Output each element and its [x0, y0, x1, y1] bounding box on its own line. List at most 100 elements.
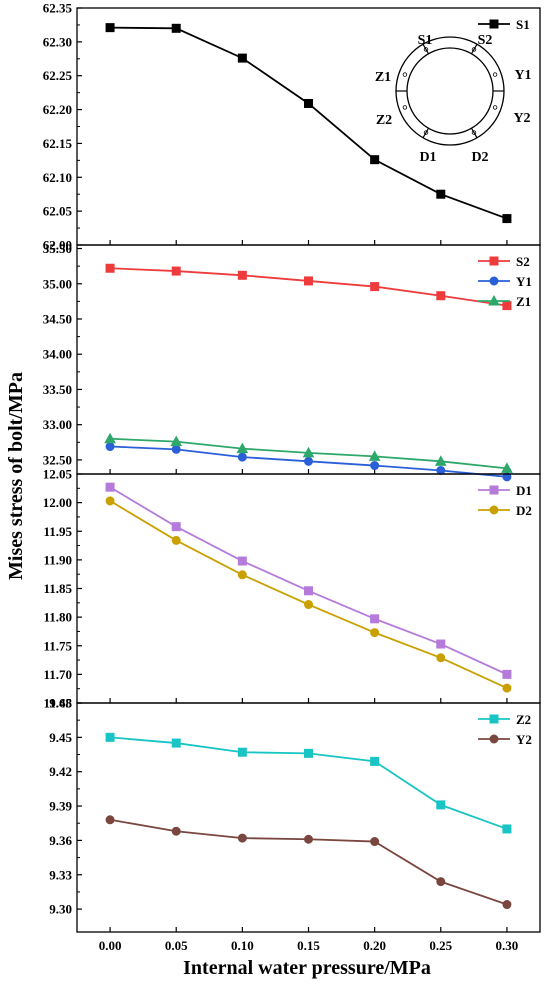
series-line-S1: [110, 26, 508, 220]
y-tick-label: 11.95: [43, 524, 72, 539]
y-tick-label: 11.75: [43, 638, 72, 653]
data-point-S1: [237, 53, 247, 63]
ring-joint: [470, 127, 478, 139]
y-tick-label: 11.70: [43, 667, 72, 682]
y-tick-label: 62.10: [43, 170, 72, 185]
data-point-S1: [370, 155, 380, 165]
y-tick-label: 9.33: [49, 867, 72, 882]
data-point-D1: [304, 586, 313, 596]
data-point-S1: [304, 98, 313, 108]
data-point-Z1: [434, 455, 447, 466]
data-point-Z2: [436, 800, 446, 810]
ring-joint: [470, 43, 478, 55]
data-point-Z1: [501, 462, 513, 473]
inset-ring-diagram: S1 S2 Z1 Y1 Z2 Y2 D1 D2: [375, 33, 532, 165]
inset-label-Z1: Z1: [375, 70, 391, 85]
ring-joint: [422, 43, 430, 55]
legend-label-S1: S1: [516, 17, 530, 32]
bolt-hole: [423, 130, 429, 135]
legend-label-Z2: Z2: [516, 712, 531, 727]
x-tick-label: 0.20: [363, 938, 386, 953]
data-point-S2: [502, 301, 512, 311]
bolt-hole: [492, 105, 498, 110]
y-tick-label: 9.42: [49, 764, 72, 779]
inset-label-Y2: Y2: [513, 111, 530, 126]
legend-label-S2: S2: [516, 254, 530, 269]
data-point-Y2: [105, 815, 115, 825]
data-point-D1: [436, 639, 446, 649]
y-tick-label: 9.45: [49, 730, 72, 745]
bolt-hole: [402, 105, 408, 110]
bolt-hole: [402, 72, 408, 77]
data-point-Z2: [304, 748, 313, 758]
bolt-hole: [471, 47, 477, 52]
ring-inner: [406, 47, 494, 135]
data-point-Y2: [171, 826, 181, 836]
data-point-Z2: [370, 756, 380, 766]
legend-marker-Z1: [488, 294, 500, 306]
y-tick-label: 12.00: [43, 495, 72, 510]
data-point-Y2: [502, 900, 512, 910]
inset-label-Y1: Y1: [514, 68, 531, 83]
legend-marker-S1: [489, 19, 499, 29]
legend-marker-Y2: [489, 734, 499, 744]
y-tick-label: 35.00: [43, 276, 72, 291]
y-tick-label: 12.05: [43, 467, 73, 482]
inset-label-D2: D2: [471, 150, 488, 165]
y-tick-label: 11.90: [43, 552, 72, 567]
data-point-S2: [171, 266, 181, 276]
data-point-Z2: [502, 824, 512, 834]
data-point-S2: [105, 263, 115, 273]
panel-4: 9.30 9.33 9.36 9.39 9.42 9.45 9.48 Z2 Y2: [49, 696, 541, 933]
data-point-Z1: [104, 432, 116, 444]
legend-label-Y1: Y1: [516, 274, 532, 289]
data-point-D1: [502, 669, 512, 679]
data-point-D1: [370, 614, 380, 624]
y-tick-label: 35.50: [43, 241, 72, 256]
data-point-Y1: [105, 442, 115, 452]
panel-frame: [76, 702, 541, 933]
y-tick-label: 9.39: [49, 799, 72, 814]
y-tick-label: 34.00: [43, 347, 72, 362]
y-tick-label: 62.35: [43, 1, 73, 16]
data-point-S2: [237, 270, 247, 280]
x-axis-title: Internal water pressure/MPa: [183, 957, 431, 979]
data-point-S1: [171, 23, 181, 33]
x-tick-label: 0.05: [165, 938, 188, 953]
data-point-Z1: [170, 435, 183, 447]
panel-3: 11.65 11.70 11.75 11.80 11.85 11.90 11.95 12.00…: [43, 467, 541, 711]
x-tick-label: 0.10: [231, 938, 254, 953]
y-tick-label: 62.05: [43, 204, 73, 219]
ring-outer: [395, 36, 505, 146]
data-point-D2: [304, 600, 313, 610]
y-tick-label: 9.30: [49, 902, 72, 917]
series-line-S2: [110, 267, 508, 307]
data-point-D1: [105, 482, 115, 492]
x-tick-label: 0.15: [297, 938, 320, 953]
data-point-S1: [105, 23, 115, 33]
data-point-S1: [502, 214, 512, 224]
data-point-Y1: [304, 456, 313, 466]
panel-2: 32.50 33.00 33.50 34.00 34.50 35.00 35.50 S2 Y1 Z…: [43, 241, 541, 482]
data-point-Z2: [171, 738, 181, 748]
inset-label-D1: D1: [419, 150, 436, 165]
y-tick-label: 62.00: [43, 238, 72, 253]
data-point-Z1: [236, 442, 249, 454]
y-tick-label: 32.50: [43, 452, 72, 467]
x-tick-label: 0.30: [496, 938, 519, 953]
data-point-Z1: [368, 450, 381, 461]
y-tick-label: 34.50: [43, 311, 72, 326]
y-tick-label: 62.20: [43, 102, 72, 117]
inset-label-S1: S1: [418, 33, 433, 48]
y-tick-label: 33.00: [43, 417, 72, 432]
legend-label-Y2: Y2: [516, 732, 532, 747]
data-point-D2: [502, 683, 512, 693]
data-point-D1: [171, 522, 181, 532]
y-tick-label: 11.85: [43, 581, 72, 596]
y-tick-label: 9.48: [49, 696, 72, 711]
data-point-Z2: [105, 732, 115, 742]
inset-label-S2: S2: [478, 33, 493, 48]
data-point-Y2: [436, 877, 446, 887]
bolt-hole: [492, 72, 498, 77]
data-point-Y2: [237, 833, 247, 843]
